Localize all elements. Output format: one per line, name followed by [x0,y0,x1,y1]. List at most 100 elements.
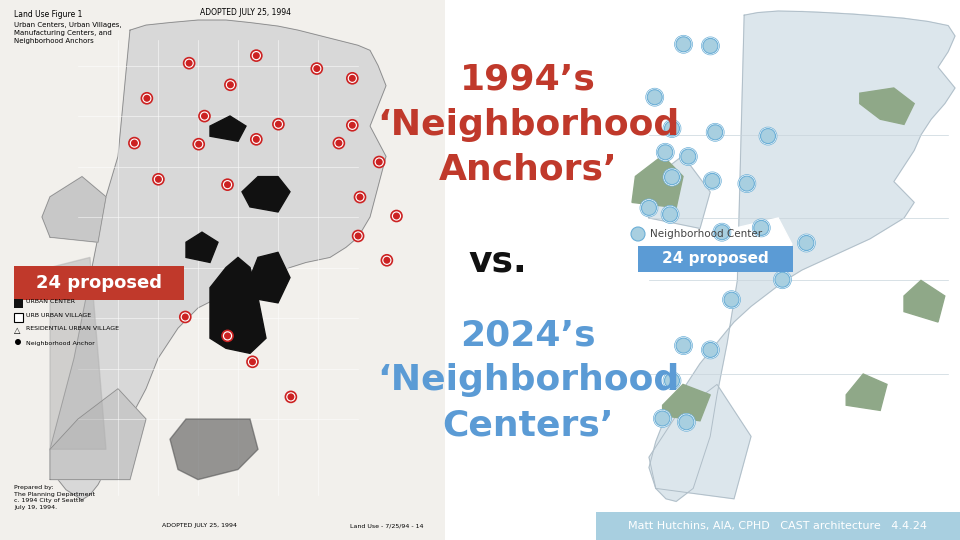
Polygon shape [662,384,710,421]
Circle shape [675,336,692,355]
Circle shape [180,312,191,322]
Circle shape [352,231,364,241]
Circle shape [222,179,233,190]
Polygon shape [649,11,955,502]
Circle shape [393,213,400,219]
Circle shape [664,121,680,136]
Text: Anchors’: Anchors’ [439,153,617,187]
Circle shape [721,250,738,268]
Circle shape [273,119,284,130]
Circle shape [707,123,724,141]
Text: URB URBAN VILLAGE: URB URBAN VILLAGE [26,313,91,318]
Circle shape [348,75,356,82]
Circle shape [224,181,231,188]
Text: Land Use Figure 1: Land Use Figure 1 [14,10,83,19]
Circle shape [723,291,740,309]
Circle shape [183,58,195,69]
Bar [638,246,793,272]
Circle shape [141,93,153,104]
Circle shape [354,192,366,202]
Polygon shape [50,258,106,449]
Circle shape [347,120,358,131]
Text: Centers’: Centers’ [443,408,613,442]
Text: Prepared by:
The Planning Department
c. 1994 City of Seattle
July 19, 1994.: Prepared by: The Planning Department c. … [14,485,95,510]
Circle shape [247,356,258,367]
Circle shape [714,225,730,240]
Bar [14,313,23,322]
Circle shape [252,136,260,143]
Text: 1994’s: 1994’s [460,63,596,97]
Circle shape [155,176,162,183]
Circle shape [799,235,814,251]
Polygon shape [860,88,914,124]
Circle shape [275,121,282,127]
Circle shape [775,272,790,287]
Circle shape [225,79,236,90]
Polygon shape [50,389,146,480]
Polygon shape [50,20,386,500]
Circle shape [676,338,691,353]
Polygon shape [250,252,290,303]
Circle shape [185,60,193,66]
Circle shape [641,200,657,215]
Circle shape [181,314,189,320]
Text: ADOPTED JULY 25, 1994: ADOPTED JULY 25, 1994 [200,8,291,17]
Circle shape [681,149,696,164]
Polygon shape [904,280,945,322]
Circle shape [646,88,663,106]
Text: vs.: vs. [468,245,527,279]
Circle shape [739,176,755,191]
Text: Land Use - 7/25/94 - 14: Land Use - 7/25/94 - 14 [350,523,423,528]
Circle shape [738,174,756,193]
Text: 24 proposed: 24 proposed [662,252,769,267]
Circle shape [354,233,362,239]
Bar [596,512,960,540]
Circle shape [663,119,681,138]
Circle shape [705,173,720,188]
Polygon shape [744,11,938,44]
Circle shape [15,339,21,345]
Circle shape [679,415,694,430]
Text: Neighborhood Anchor: Neighborhood Anchor [26,341,95,347]
Circle shape [285,392,297,402]
Text: RESIDENTIAL URBAN VILLAGE: RESIDENTIAL URBAN VILLAGE [26,326,119,331]
Circle shape [249,359,256,365]
Circle shape [373,157,385,167]
Bar [14,266,184,300]
Text: ‘Neighborhood: ‘Neighborhood [377,108,679,142]
Text: Urban Centers, Urban Villages,
Manufacturing Centers, and
Neighborhood Anchors: Urban Centers, Urban Villages, Manufactu… [14,22,122,44]
Circle shape [631,227,645,241]
Text: △: △ [14,326,20,335]
Circle shape [760,129,776,144]
Circle shape [655,411,670,426]
Circle shape [713,223,731,241]
Circle shape [143,95,151,102]
Text: 24 proposed: 24 proposed [36,274,162,292]
Polygon shape [170,419,258,480]
Circle shape [647,90,662,105]
Circle shape [722,252,737,267]
Circle shape [287,394,295,400]
Polygon shape [632,156,683,207]
Circle shape [724,292,739,307]
Polygon shape [210,116,246,141]
Circle shape [708,125,723,140]
Circle shape [391,211,402,221]
Circle shape [131,140,138,146]
Circle shape [676,37,691,52]
Circle shape [224,333,231,339]
Circle shape [129,138,140,148]
Polygon shape [242,177,290,212]
Polygon shape [186,232,218,262]
Circle shape [798,234,815,252]
Circle shape [381,255,393,266]
Text: Neighborhood Center: Neighborhood Center [650,229,762,239]
Circle shape [195,141,203,147]
Bar [14,299,23,308]
Circle shape [662,207,678,222]
Circle shape [759,127,777,145]
Circle shape [657,143,674,161]
Circle shape [335,140,343,146]
Circle shape [654,409,671,428]
Text: ADOPTED JULY 25, 1994: ADOPTED JULY 25, 1994 [162,523,237,528]
